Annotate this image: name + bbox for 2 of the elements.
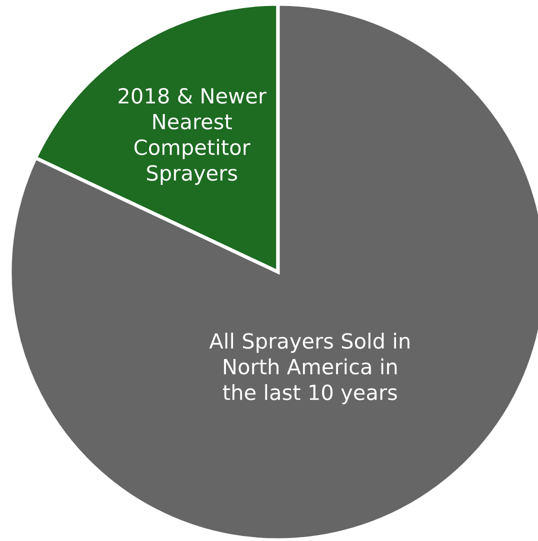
slice-label: 2018 & Newer Nearest Competitor Sprayers <box>118 88 267 185</box>
slice-label: All Sprayers Sold in North America in the last 10 years <box>209 332 410 404</box>
